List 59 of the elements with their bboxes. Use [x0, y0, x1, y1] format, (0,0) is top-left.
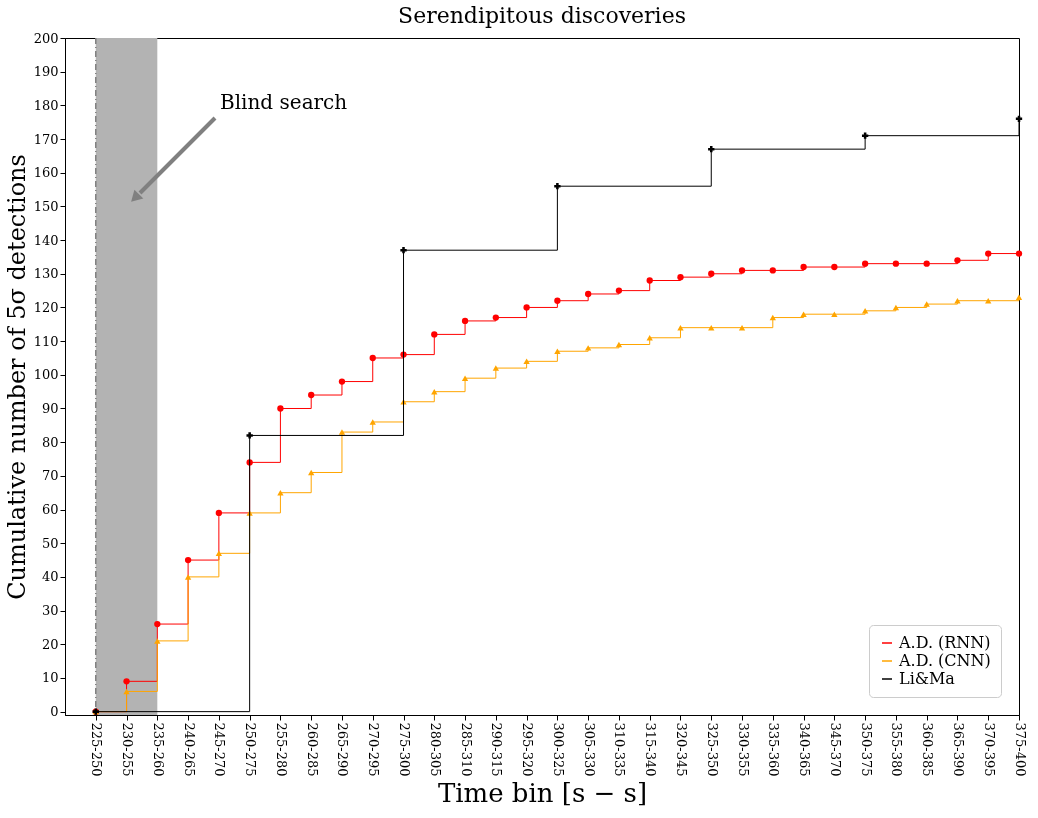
x-tick-label: 275-300: [397, 722, 413, 777]
y-tick-label: 40: [41, 569, 59, 585]
y-tick-label: 200: [33, 30, 59, 46]
legend-label: A.D. (RNN): [898, 633, 991, 652]
chart-title: Serendipitous discoveries: [398, 3, 686, 28]
x-axis-title: Time bin [s − s]: [437, 777, 648, 808]
y-tick-label: 110: [33, 333, 59, 349]
y-tick-label: 140: [33, 232, 59, 248]
x-tick-label: 325-350: [704, 722, 720, 777]
y-tick-label: 160: [33, 165, 59, 181]
y-tick-label: 180: [33, 97, 59, 113]
x-tick-label: 350-375: [858, 722, 874, 777]
y-tick-label: 10: [41, 670, 59, 686]
y-tick-label: 90: [41, 401, 59, 416]
x-tick-label: 330-355: [735, 722, 751, 777]
y-tick-label: 70: [41, 468, 59, 484]
y-tick-label: 20: [41, 636, 59, 652]
x-tick-label: 250-275: [243, 722, 259, 777]
y-tick-label: 120: [33, 299, 59, 315]
x-tick-label: 245-270: [212, 722, 228, 777]
y-tick-label: 150: [33, 198, 59, 214]
x-tick-label: 235-260: [150, 722, 166, 777]
x-tick-label: 335-360: [766, 722, 782, 777]
y-tick-label: 0: [50, 704, 59, 720]
y-tick-label: 50: [41, 535, 59, 551]
x-tick-label: 290-315: [489, 722, 505, 777]
x-tick-label: 230-255: [120, 722, 136, 777]
x-tick-label: 260-285: [304, 722, 320, 777]
x-tick-label: 255-280: [273, 722, 289, 777]
y-tick-label: 190: [33, 64, 59, 80]
x-tick-label: 345-370: [827, 722, 843, 777]
x-tick-label: 280-305: [427, 722, 443, 777]
y-tick-label: 80: [41, 434, 59, 450]
x-tick-label: 360-385: [920, 722, 936, 777]
x-tick-label: 285-310: [458, 722, 474, 777]
x-tick-label: 320-345: [673, 722, 689, 777]
x-tick-label: 265-290: [335, 722, 351, 777]
x-tick-label: 310-335: [612, 722, 628, 777]
x-tick-label: 225-250: [89, 722, 105, 777]
x-tick-label: 270-295: [366, 722, 382, 777]
y-tick-label: 170: [33, 131, 59, 147]
x-tick-label: 355-380: [889, 722, 905, 777]
y-axis-title: Cumulative number of 5σ detections: [2, 154, 31, 600]
x-tick-label: 305-330: [581, 722, 597, 777]
x-tick-label: 365-390: [950, 722, 966, 777]
x-tick-label: 370-395: [981, 722, 997, 777]
x-tick-label: 375-400: [1012, 722, 1028, 777]
x-tick-label: 300-325: [550, 722, 566, 777]
legend-label: A.D. (CNN): [898, 651, 991, 670]
y-tick-label: 30: [41, 603, 59, 619]
x-tick-label: 340-365: [797, 722, 813, 777]
y-tick-label: 130: [33, 266, 59, 282]
annotation: Blind search: [220, 90, 348, 114]
legend-label: Li&Ma: [899, 669, 956, 688]
x-tick-label: 295-320: [520, 722, 536, 777]
x-tick-label: 240-265: [181, 722, 197, 777]
y-tick-label: 60: [41, 502, 59, 518]
x-tick-label: 315-340: [643, 722, 659, 777]
y-tick-label: 100: [33, 367, 59, 383]
